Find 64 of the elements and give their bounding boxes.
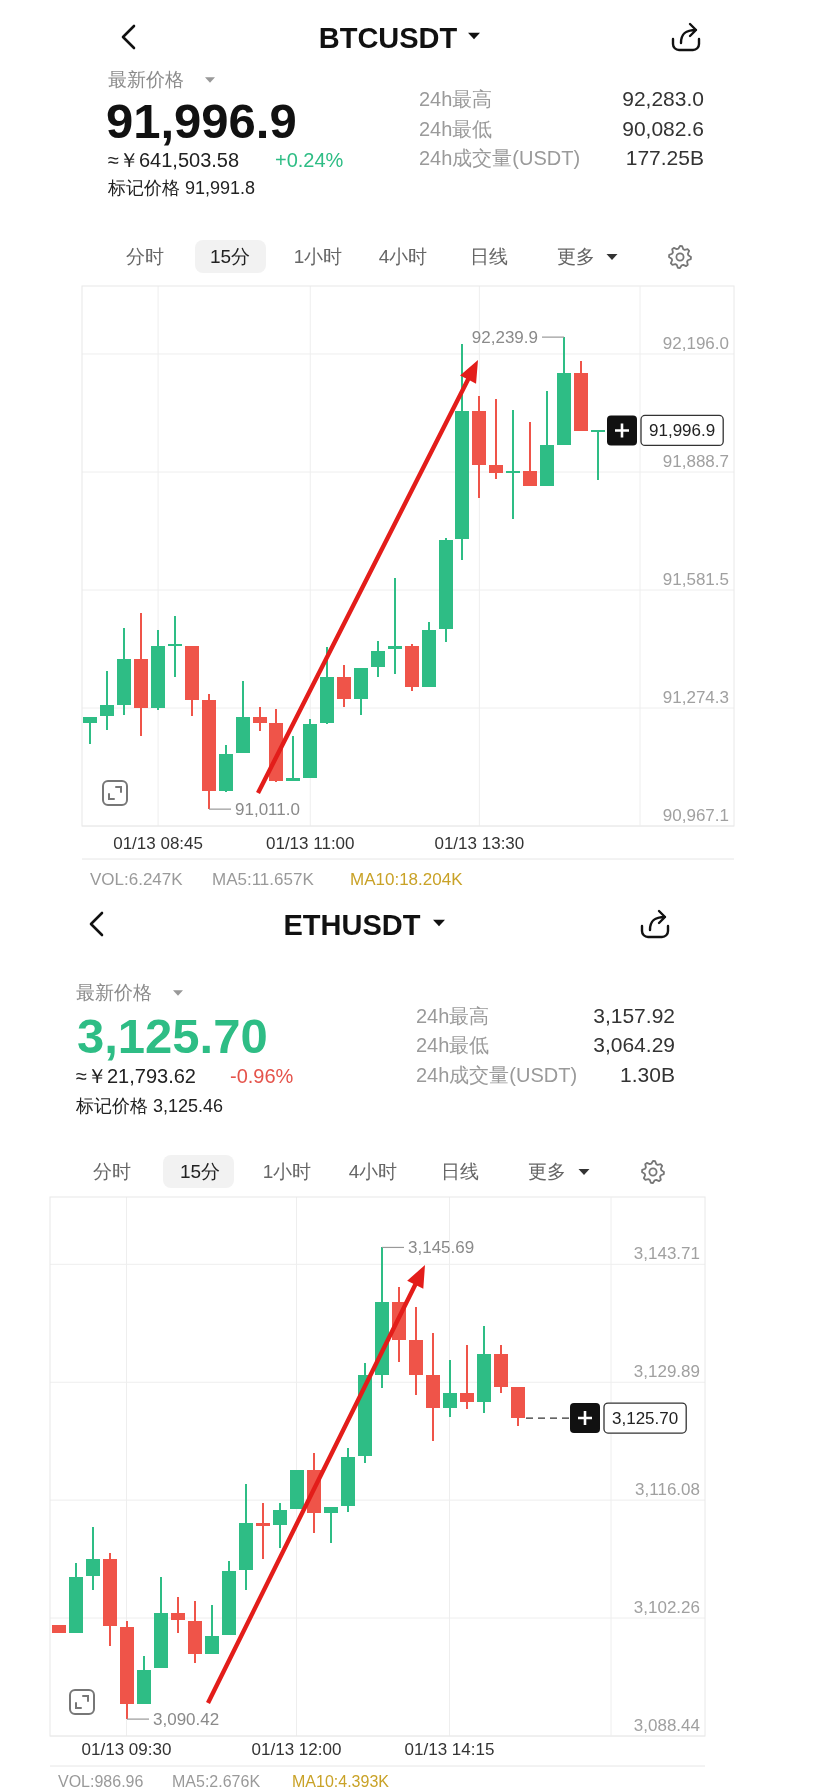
y-tick-label: 3,129.89 <box>633 1362 700 1382</box>
x-tick-label: 01/13 11:00 <box>266 834 355 853</box>
text: 更多 <box>528 1161 566 1182</box>
y-tick-label: 90,967.1 <box>662 806 729 825</box>
chart-title: ETHUSDT <box>283 909 421 941</box>
text: 177.25B <box>625 146 704 169</box>
text: 日线 <box>441 1161 479 1182</box>
text: 15分 <box>179 1161 221 1182</box>
y-tick-label: 92,196.0 <box>662 333 729 353</box>
text: 90,082.6 <box>622 117 704 140</box>
text: VOL:6.247K <box>90 870 184 889</box>
y-tick-label: 91,274.3 <box>662 688 729 708</box>
y-tick-label: 3,088.44 <box>633 1716 700 1735</box>
y-tick-label: 91,581.5 <box>662 570 729 590</box>
x-tick-label: 01/13 14:15 <box>404 1740 495 1759</box>
y-tick-label: 3,116.08 <box>635 1480 700 1500</box>
text: 24h最高 <box>416 1005 490 1027</box>
text: 15分 <box>209 246 251 267</box>
text: 1小时 <box>293 246 343 267</box>
x-tick-label: 01/13 13:30 <box>434 834 525 853</box>
text: 4小时 <box>348 1161 398 1182</box>
text: MA10:4.393K <box>292 1773 390 1790</box>
annotation: 92,239.9 <box>471 327 538 347</box>
text: 24h最低 <box>416 1034 490 1056</box>
annotation: 91,011.0 <box>235 799 300 819</box>
text: ≈￥641,503.58 <box>108 149 240 171</box>
text: 标记价格 91,991.8 <box>107 178 256 198</box>
text: 标记价格 3,125.46 <box>75 1096 224 1116</box>
text: MA5:11.657K <box>212 870 315 889</box>
y-tick-label: 91,888.7 <box>662 452 729 472</box>
text: 24h最高 <box>419 88 493 110</box>
y-tick-label: 3,102.26 <box>633 1598 700 1618</box>
text: +0.24% <box>275 149 344 171</box>
text: 最新价格 <box>76 982 152 1003</box>
text: 4小时 <box>378 246 428 267</box>
text: 1小时 <box>262 1161 312 1182</box>
text: -0.96% <box>230 1065 294 1087</box>
text: MA5:2.676K <box>172 1773 261 1790</box>
text: 3,064.29 <box>593 1033 675 1056</box>
text: 24h最低 <box>419 118 493 140</box>
text: 24h成交量(USDT) <box>416 1064 578 1086</box>
annotation: 3,090.42 <box>153 1709 220 1729</box>
y-tick-label: 3,143.71 <box>633 1244 700 1264</box>
annotation: 3,145.69 <box>408 1237 475 1257</box>
text: 1.30B <box>620 1063 675 1086</box>
text: MA10:18.204K <box>350 870 464 889</box>
text: 91,996.9 <box>649 420 716 440</box>
x-tick-label: 01/13 09:30 <box>81 1740 172 1759</box>
text: 3,125.70 <box>612 1408 679 1428</box>
text: 更多 <box>557 246 595 267</box>
text: 24h成交量(USDT) <box>419 147 581 169</box>
text: 91,996.9 <box>106 94 297 148</box>
text: 最新价格 <box>108 69 184 90</box>
text: VOL:986.96 <box>58 1773 144 1790</box>
x-tick-label: 01/13 08:45 <box>113 834 203 853</box>
chart-title: BTCUSDT <box>318 22 458 54</box>
text: 分时 <box>93 1161 131 1182</box>
text: 日线 <box>470 246 508 267</box>
text: ≈￥21,793.62 <box>76 1065 196 1087</box>
text: 92,283.0 <box>622 87 704 110</box>
text: 分时 <box>126 246 164 267</box>
text: 3,157.92 <box>593 1004 675 1027</box>
x-tick-label: 01/13 12:00 <box>251 1740 342 1759</box>
text: 3,125.70 <box>77 1009 268 1063</box>
